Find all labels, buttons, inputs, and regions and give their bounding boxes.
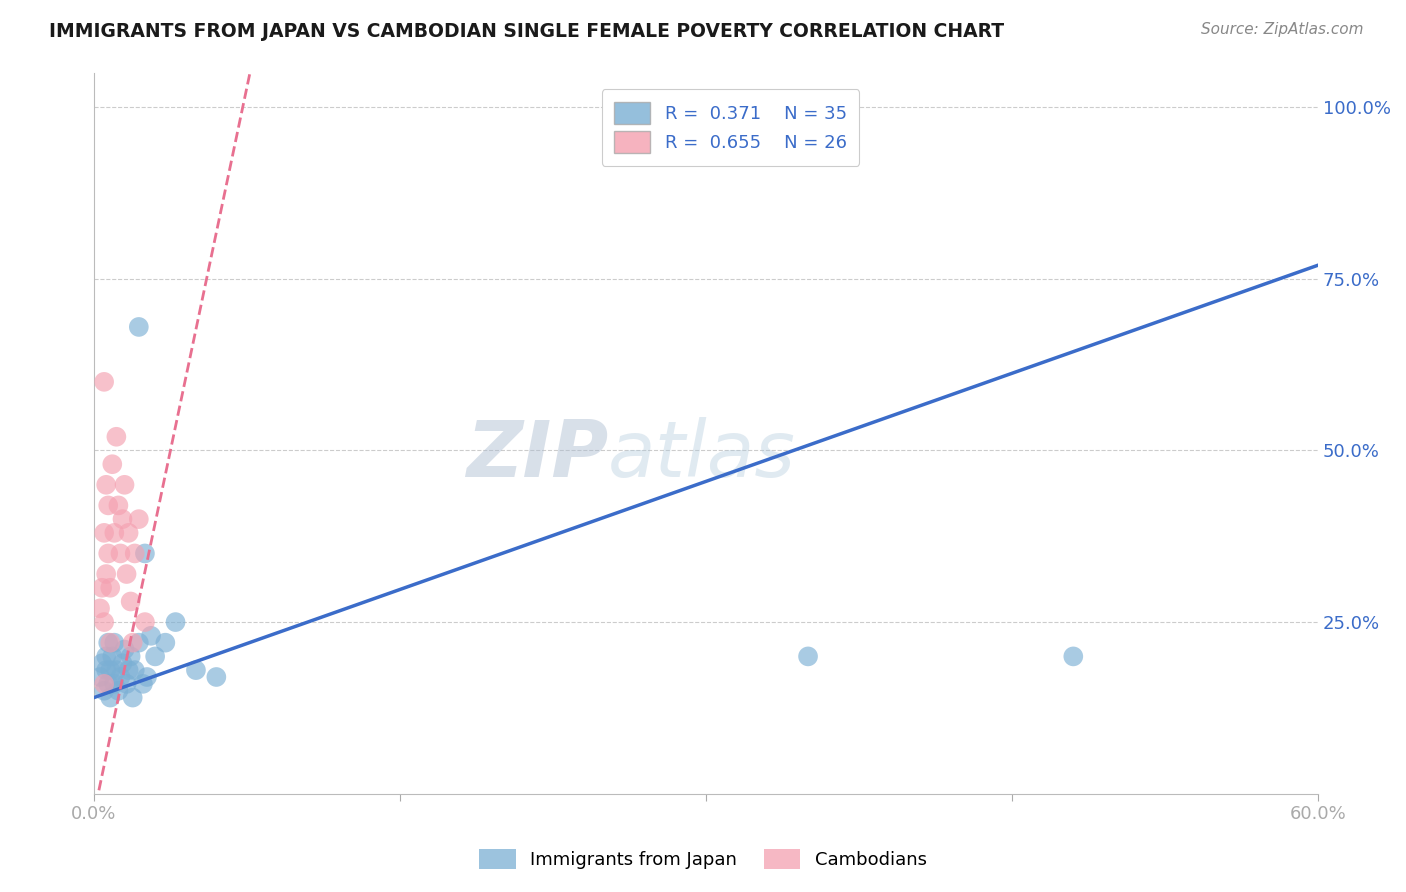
Point [121,690,143,705]
Point [101,649,124,664]
Text: IMMIGRANTS FROM JAPAN VS CAMBODIAN SINGLE FEMALE POVERTY CORRELATION CHART: IMMIGRANTS FROM JAPAN VS CAMBODIAN SINGL… [49,22,1004,41]
Point [89,601,111,615]
Point [98,690,121,705]
Point [103,635,125,649]
Point [132,677,155,691]
Point [96,663,118,677]
Point [120,594,142,608]
Legend: R =  0.371    N = 35, R =  0.655    N = 26: R = 0.371 N = 35, R = 0.655 N = 26 [602,89,859,166]
Point [110,670,132,684]
Point [97,546,120,560]
Point [98,663,121,677]
Point [110,546,132,560]
Point [124,663,146,677]
Point [107,683,129,698]
Point [96,649,118,664]
Text: Source: ZipAtlas.com: Source: ZipAtlas.com [1201,22,1364,37]
Point [117,525,139,540]
Point [91,581,114,595]
Point [93,677,115,691]
Point [107,499,129,513]
Point [89,670,111,684]
Point [155,635,177,649]
Point [105,663,128,677]
Point [184,663,207,677]
Point [96,478,118,492]
Point [114,478,136,492]
Legend: Immigrants from Japan, Cambodians: Immigrants from Japan, Cambodians [471,839,935,879]
Point [98,581,121,595]
Point [136,670,159,684]
Point [117,663,139,677]
Point [93,525,115,540]
Point [93,683,115,698]
Point [797,649,820,664]
Point [91,657,114,671]
Point [115,677,138,691]
Point [103,525,125,540]
Point [1062,649,1084,664]
Point [165,615,187,629]
Point [124,546,146,560]
Point [103,677,125,691]
Point [134,546,156,560]
Point [114,642,136,657]
Point [98,635,121,649]
Text: ZIP: ZIP [465,417,609,493]
Text: atlas: atlas [609,417,796,493]
Point [101,457,124,471]
Point [143,649,166,664]
Point [111,512,134,526]
Point [111,657,134,671]
Point [205,670,228,684]
Point [97,499,120,513]
Point [128,512,150,526]
Point [97,677,120,691]
Point [115,567,138,582]
Point [121,635,143,649]
Point [96,567,118,582]
Point [97,635,120,649]
Point [134,615,156,629]
Point [93,375,115,389]
Point [139,629,162,643]
Point [105,430,128,444]
Point [128,320,150,334]
Point [120,649,142,664]
Point [128,635,150,649]
Point [93,615,115,629]
